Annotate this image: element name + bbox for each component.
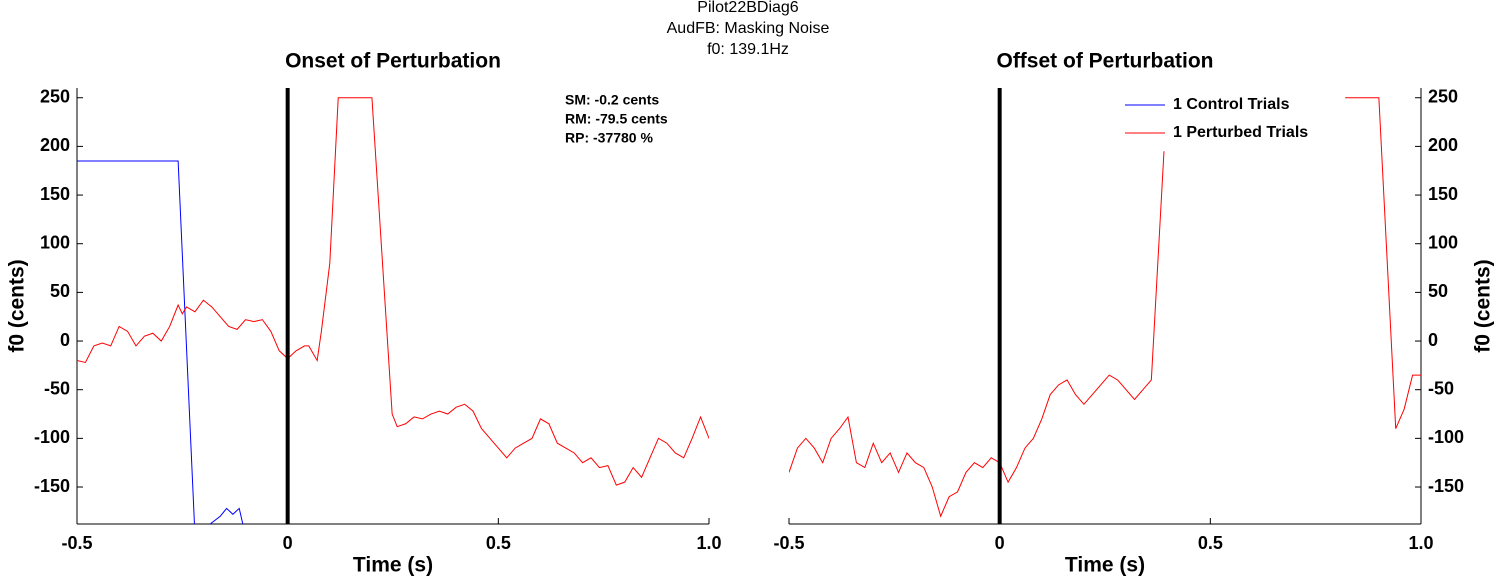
y-axis-label: f0 (cents) <box>1472 259 1495 352</box>
y-tick-label: 100 <box>40 232 70 252</box>
y-tick-label: 150 <box>40 184 70 204</box>
y-tick-label: 200 <box>1428 135 1458 155</box>
y-tick-label: 250 <box>1428 86 1458 106</box>
x-tick-label: 1.0 <box>696 533 721 553</box>
plot-area <box>77 97 709 524</box>
x-tick-label: 0 <box>995 533 1005 553</box>
x-tick-label: -0.5 <box>61 533 92 553</box>
y-tick-label: 100 <box>1428 232 1458 252</box>
y-tick-label: 50 <box>50 281 70 301</box>
x-tick-label: 1.0 <box>1408 533 1433 553</box>
suptitle: Pilot22BDiag6 <box>697 0 799 16</box>
data-line <box>77 160 244 524</box>
axes-title: Offset of Perturbation <box>996 50 1213 73</box>
y-tick-label: -50 <box>44 378 70 398</box>
x-axis-label: Time (s) <box>353 554 433 577</box>
x-axis-label: Time (s) <box>1065 554 1145 577</box>
x-tick-label: 0.5 <box>486 533 511 553</box>
x-tick-label: -0.5 <box>773 533 804 553</box>
legend-label: 1 Control Trials <box>1173 96 1290 113</box>
y-tick-label: 150 <box>1428 184 1458 204</box>
annotation: RM: -79.5 cents <box>565 111 668 127</box>
y-tick-label: 0 <box>60 330 70 350</box>
suptitle: AudFB: Masking Noise <box>667 20 830 37</box>
x-tick-label: 0 <box>283 533 293 553</box>
y-tick-label: -100 <box>1428 427 1464 447</box>
y-tick-label: -100 <box>34 427 70 447</box>
y-tick-label: 200 <box>40 135 70 155</box>
plot-area <box>789 97 1421 518</box>
y-tick-label: -50 <box>1428 378 1454 398</box>
annotation: SM: -0.2 cents <box>565 92 659 108</box>
data-line <box>77 97 709 486</box>
y-axis-label: f0 (cents) <box>6 259 29 352</box>
axes-title: Onset of Perturbation <box>285 50 501 73</box>
y-tick-label: 50 <box>1428 281 1448 301</box>
y-tick-label: -150 <box>34 476 70 496</box>
suptitle: f0: 139.1Hz <box>707 41 789 58</box>
legend-label: 1 Perturbed Trials <box>1173 124 1308 141</box>
x-tick-label: 0.5 <box>1198 533 1223 553</box>
y-tick-label: 250 <box>40 86 70 106</box>
annotation: RP: -37780 % <box>565 130 653 146</box>
y-tick-label: -150 <box>1428 476 1464 496</box>
y-tick-label: 0 <box>1428 330 1438 350</box>
data-line <box>789 97 1421 518</box>
